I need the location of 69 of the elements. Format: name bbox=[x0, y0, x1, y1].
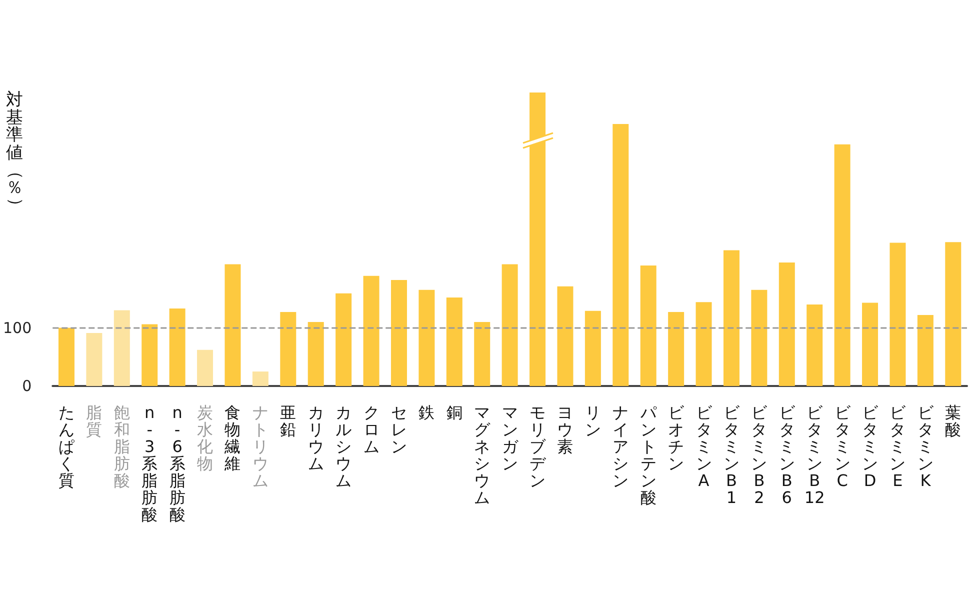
bar bbox=[142, 324, 158, 386]
bar bbox=[252, 371, 268, 386]
x-tick-label: 銅 bbox=[445, 403, 464, 422]
x-tick-label: マンガン bbox=[500, 403, 520, 473]
x-tick-label: n-6系脂肪酸 bbox=[168, 403, 186, 524]
x-tick-label: ビタミンK bbox=[916, 403, 934, 490]
bar bbox=[390, 280, 407, 386]
x-tick-label: たんぱく質 bbox=[57, 403, 76, 490]
bar bbox=[336, 293, 352, 386]
x-tick-label: カリウム bbox=[306, 403, 325, 473]
x-tick-label: ビタミンB2 bbox=[750, 403, 768, 507]
bar bbox=[280, 312, 296, 386]
bar bbox=[363, 276, 380, 386]
bar bbox=[197, 350, 214, 386]
x-tick-label: ナイアシン bbox=[612, 403, 630, 490]
x-tick-label: ビタミンB6 bbox=[778, 403, 796, 507]
x-tick-label: ビオチン bbox=[667, 403, 686, 473]
bar bbox=[114, 310, 130, 386]
x-tick-label: n-3系脂肪酸 bbox=[140, 403, 159, 524]
bar bbox=[668, 312, 684, 386]
bar bbox=[696, 302, 712, 386]
x-tick-label: 亜鉛 bbox=[279, 403, 298, 439]
bar bbox=[446, 297, 462, 386]
x-tick-label: ビタミンA bbox=[694, 403, 713, 490]
x-tick-label: 脂質 bbox=[85, 403, 104, 439]
x-tick-label: リン bbox=[584, 403, 602, 439]
x-tick-label: 食物繊維 bbox=[224, 403, 242, 473]
x-tick-label: 飽和脂肪酸 bbox=[112, 403, 131, 490]
x-tick-label: クロム bbox=[362, 403, 380, 456]
bar bbox=[86, 333, 102, 386]
bar bbox=[640, 265, 656, 386]
bar bbox=[418, 290, 435, 386]
bar bbox=[502, 264, 518, 386]
x-tick-label: パントテン酸 bbox=[639, 403, 658, 507]
bar bbox=[530, 92, 546, 386]
x-tick-label: カルシウム bbox=[334, 403, 353, 490]
y-axis-title: 対基準値（％） bbox=[4, 90, 26, 216]
x-tick-label: モリブデン bbox=[528, 403, 547, 490]
bar bbox=[308, 322, 324, 386]
bar bbox=[612, 124, 629, 386]
x-tick-label: ビタミンC bbox=[833, 403, 852, 490]
y-tick-label: 100 bbox=[2, 318, 32, 337]
x-tick-label: ビタミンD bbox=[861, 403, 880, 490]
bar bbox=[917, 314, 934, 386]
y-tick-label: 0 bbox=[22, 377, 32, 395]
x-tick-label: 鉄 bbox=[418, 403, 436, 422]
x-tick-label: マグネシウム bbox=[473, 403, 492, 507]
bar bbox=[890, 242, 906, 386]
bar bbox=[778, 262, 795, 386]
bar bbox=[834, 144, 850, 386]
bar bbox=[862, 302, 878, 386]
bar bbox=[806, 304, 823, 386]
bar bbox=[557, 286, 574, 386]
x-tick-label: 炭水化物 bbox=[196, 403, 214, 473]
bar bbox=[474, 322, 490, 386]
x-tick-label: ビタミンB12 bbox=[804, 403, 826, 507]
x-tick-label: ビタミンE bbox=[888, 403, 907, 490]
x-tick-label: 葉酸 bbox=[944, 403, 962, 439]
bar bbox=[584, 310, 601, 386]
bar bbox=[58, 328, 74, 386]
bar bbox=[169, 308, 186, 386]
x-tick-label: セレン bbox=[390, 403, 408, 456]
x-tick-label: ヨウ素 bbox=[556, 403, 574, 456]
bar bbox=[224, 264, 241, 386]
bar bbox=[945, 242, 962, 386]
bar bbox=[751, 290, 768, 386]
x-tick-label: ナトリウム bbox=[251, 403, 270, 490]
x-tick-label: ビタミンB1 bbox=[722, 403, 740, 507]
bar bbox=[723, 250, 740, 386]
